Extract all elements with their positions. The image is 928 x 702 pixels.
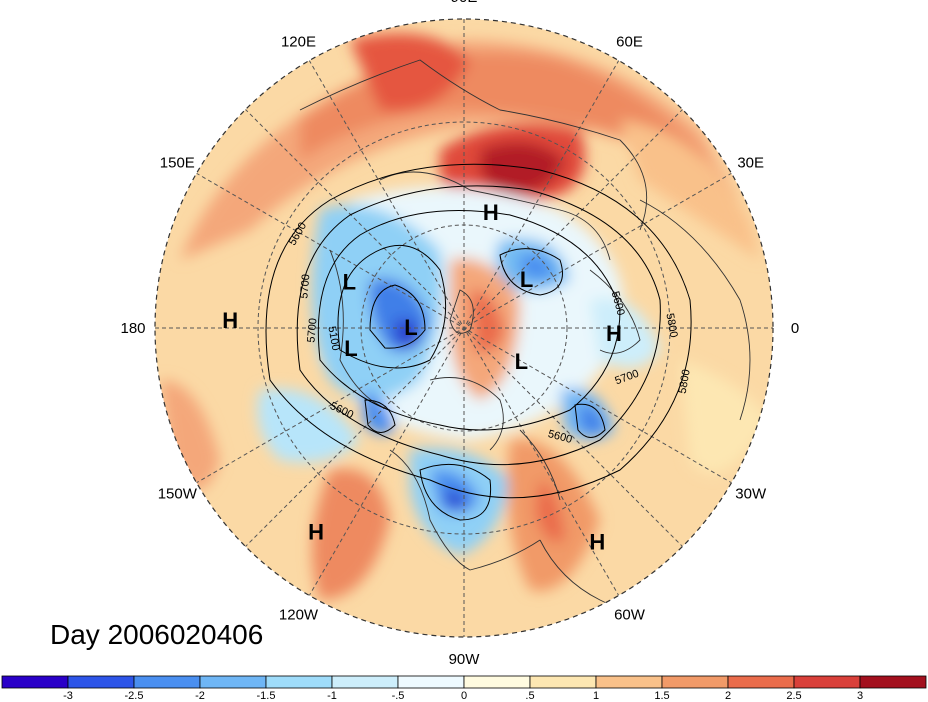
contour-label: 5800 bbox=[663, 312, 679, 338]
colorbar-tick-label: 0 bbox=[461, 690, 467, 702]
colorbar-swatch bbox=[1, 675, 69, 689]
geopotential-contours bbox=[265, 163, 692, 521]
graticule-lines bbox=[155, 19, 773, 637]
contour-label: 5700 bbox=[298, 274, 312, 299]
colorbar-swatch bbox=[265, 675, 333, 689]
colorbar-tick-label: 1 bbox=[593, 690, 599, 702]
colorbar-swatch bbox=[67, 675, 135, 689]
pressure-centers: H H H H H L L L L L bbox=[222, 200, 622, 555]
high-pressure-marker: H bbox=[222, 308, 238, 333]
day-title: Day 2006020406 bbox=[50, 619, 264, 650]
colorbar-tick-label: 1.5 bbox=[654, 690, 669, 702]
colorbar-tick-label: 2 bbox=[725, 690, 731, 702]
colorbar-swatch bbox=[463, 675, 531, 689]
colorbar-tick-label: .5 bbox=[525, 690, 534, 702]
longitude-label: 0 bbox=[791, 320, 799, 337]
longitude-label: 60W bbox=[614, 607, 646, 624]
longitude-label: 120W bbox=[279, 607, 319, 624]
high-pressure-marker: H bbox=[589, 529, 605, 554]
longitude-labels: 90E 60E 30E 0 30W 60W 90W 120W 150W 180 150E 120E bbox=[120, 0, 799, 668]
longitude-label: 90W bbox=[449, 651, 481, 668]
colorbar: -3 -2.5 -2 -1.5 -1 -.5 0 .5 1 1.5 2 2.5 3 bbox=[1, 675, 927, 702]
colorbar-tick-label: -2.5 bbox=[125, 690, 144, 702]
colorbar-swatch bbox=[199, 675, 267, 689]
contour-label: 5800 bbox=[677, 368, 693, 394]
longitude-label: 30E bbox=[737, 155, 764, 172]
longitude-label: 150E bbox=[160, 155, 195, 172]
high-pressure-marker: H bbox=[483, 200, 499, 225]
colorbar-swatch bbox=[793, 675, 861, 689]
colorbar-tick-label: -1.5 bbox=[257, 690, 276, 702]
longitude-label: 60E bbox=[616, 33, 643, 50]
colorbar-tick-label: 3 bbox=[857, 690, 863, 702]
colorbar-swatch bbox=[529, 675, 597, 689]
colorbar-tick-label: 2.5 bbox=[786, 690, 801, 702]
map-boundary bbox=[154, 18, 774, 638]
colorbar-tick-label: -2 bbox=[195, 690, 205, 702]
contour-label: 5700 bbox=[305, 318, 319, 343]
colorbar-tick-label: -1 bbox=[327, 690, 337, 702]
longitude-label: 90E bbox=[451, 0, 478, 6]
longitude-label: 150W bbox=[158, 486, 198, 503]
longitude-label: 120E bbox=[281, 33, 316, 50]
low-pressure-marker: L bbox=[404, 315, 417, 340]
colorbar-swatch bbox=[595, 675, 663, 689]
low-pressure-marker: L bbox=[344, 336, 357, 361]
colorbar-swatch bbox=[133, 675, 201, 689]
high-pressure-marker: H bbox=[606, 321, 622, 346]
colorbar-swatch bbox=[331, 675, 399, 689]
contour-label: 5100 bbox=[325, 325, 341, 351]
colorbar-swatch bbox=[397, 675, 465, 689]
colorbar-swatch bbox=[727, 675, 795, 689]
colorbar-tick-label: -.5 bbox=[392, 690, 405, 702]
low-pressure-marker: L bbox=[520, 267, 533, 292]
high-pressure-marker: H bbox=[308, 520, 324, 545]
low-pressure-marker: L bbox=[343, 270, 356, 295]
colorbar-tick-label: -3 bbox=[63, 690, 73, 702]
colorbar-swatch bbox=[859, 675, 927, 689]
longitude-label: 30W bbox=[735, 486, 767, 503]
low-pressure-marker: L bbox=[515, 349, 528, 374]
longitude-label: 180 bbox=[120, 320, 145, 337]
colorbar-swatch bbox=[661, 675, 729, 689]
